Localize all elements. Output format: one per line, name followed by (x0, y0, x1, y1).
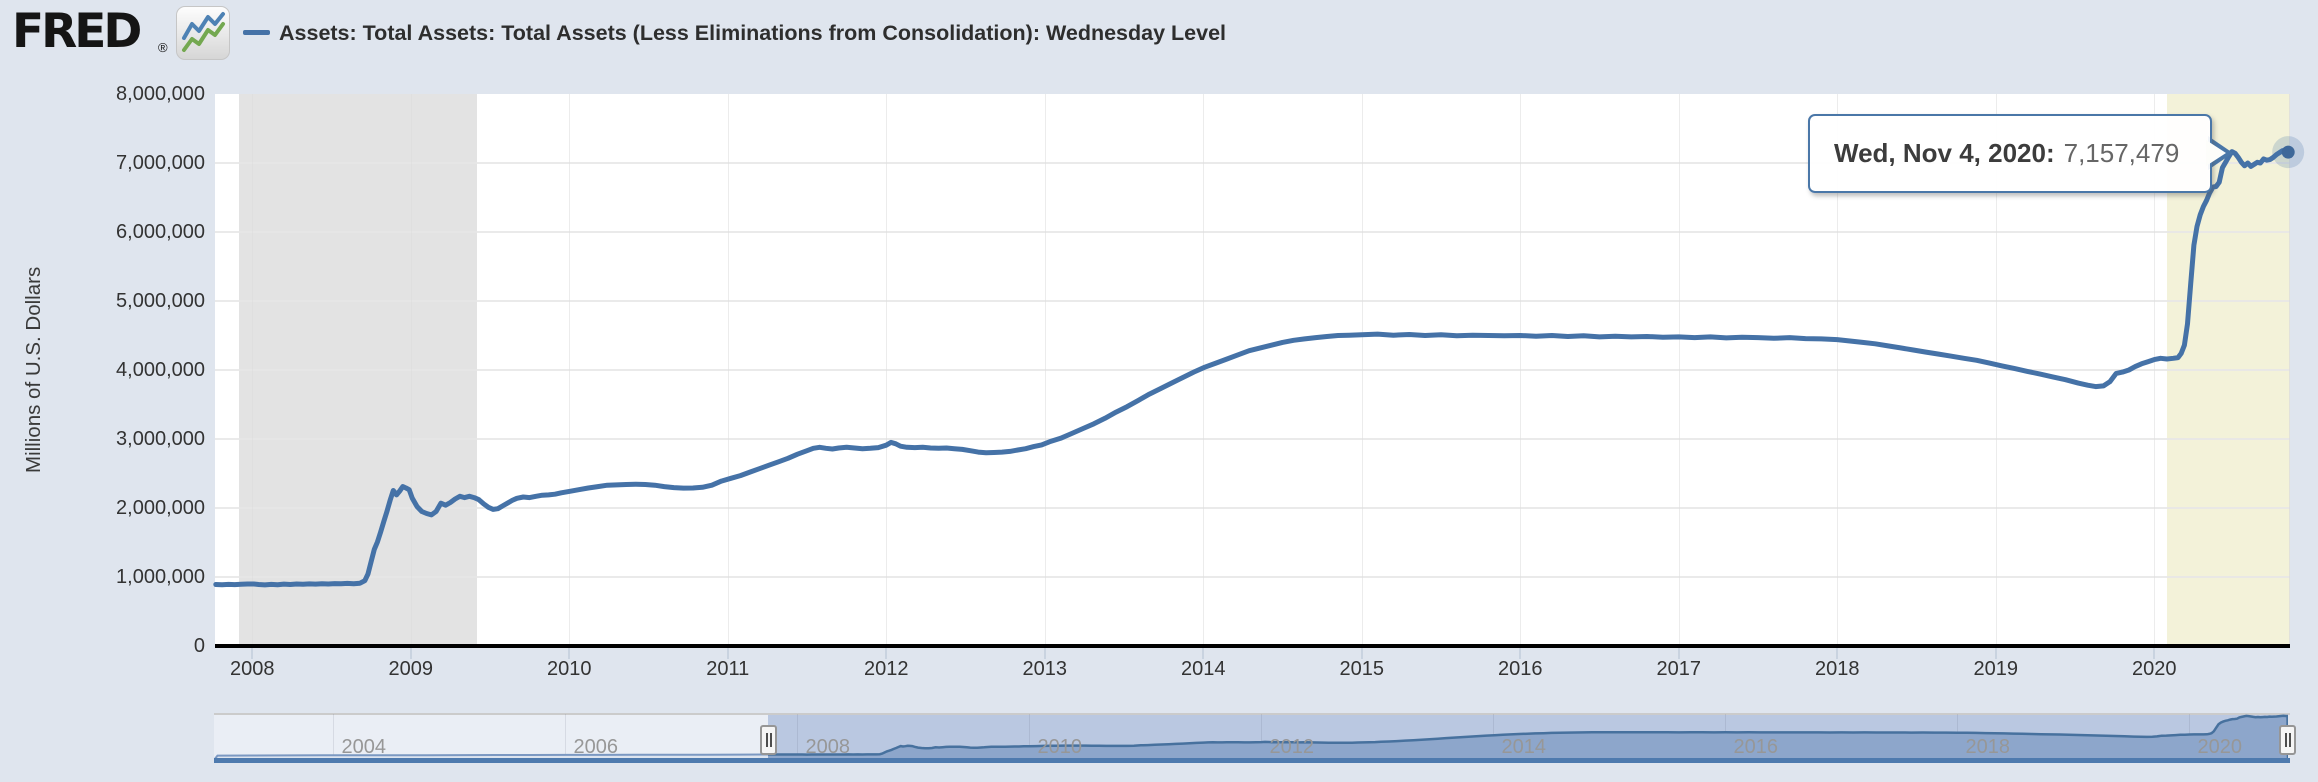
navigator-right-handle[interactable] (2279, 725, 2296, 755)
navigator-gridline (333, 714, 335, 760)
tooltip-callout-arrow-fill (2206, 140, 2226, 166)
x-axis-tick-label: 2012 (863, 658, 909, 680)
series-line[interactable] (213, 148, 2291, 588)
y-axis-tick-label: 6,000,000 (116, 221, 205, 243)
navigator-year-label: 2008 (805, 736, 850, 758)
gridline-horizontal (215, 162, 2290, 164)
fred-graph-icon (176, 6, 230, 60)
handle-grip-icon (2285, 733, 2287, 747)
navigator-year-label: 2010 (1037, 736, 1082, 758)
navigator-gridline (1029, 714, 1031, 760)
x-axis-tick (1043, 648, 1046, 659)
y-axis-tick-label: 0 (193, 635, 205, 657)
handle-grip-icon (766, 733, 768, 747)
x-axis-tick-label: 2014 (1180, 658, 1226, 680)
legend-line-swatch[interactable] (243, 30, 270, 35)
x-axis-tick (726, 648, 729, 659)
x-axis-tick (1519, 648, 1522, 659)
navigator-left-handle[interactable] (760, 725, 777, 755)
x-axis-tick (1677, 648, 1680, 659)
x-axis-tick-label: 2010 (546, 658, 592, 680)
navigator-year-label: 2020 (2197, 736, 2242, 758)
gridline-vertical (2154, 94, 2156, 644)
handle-grip-icon (770, 733, 772, 747)
marker-dot (2281, 145, 2295, 159)
navigator-baseline (214, 758, 2290, 763)
gridline-horizontal (215, 369, 2290, 371)
y-axis-tick-label: 5,000,000 (116, 290, 205, 312)
gridline-vertical (2289, 94, 2290, 644)
x-axis-tick-label: 2015 (1339, 658, 1384, 680)
navigator-year-label: 2014 (1501, 736, 1546, 758)
x-axis-tick-label: 2018 (1814, 658, 1860, 680)
gridline-horizontal (215, 438, 2290, 440)
navigator-year-label: 2016 (1733, 736, 1778, 758)
y-axis-tick-label: 4,000,000 (116, 359, 205, 381)
y-axis-tick-label: 7,000,000 (116, 152, 205, 174)
fred-logo[interactable]: FRED (12, 4, 142, 59)
gridline-horizontal (215, 507, 2290, 509)
gridline-vertical (1520, 94, 1522, 644)
y-axis-tick-label: 2,000,000 (116, 497, 205, 519)
fred-logo-registered-mark: ® (158, 40, 168, 55)
navigator-year-label: 2012 (1269, 736, 1314, 758)
gridline-horizontal (215, 300, 2290, 302)
navigator-gridline (797, 714, 799, 760)
x-axis-tick (251, 648, 254, 659)
gridline-vertical (1044, 94, 1046, 644)
x-axis-tick-label: 2011 (706, 658, 750, 680)
gridline-horizontal (215, 576, 2290, 578)
x-axis-tick-label: 2019 (1973, 658, 2018, 680)
gridline-vertical (252, 94, 254, 644)
x-axis-tick (568, 648, 571, 659)
x-axis-tick-label: 2020 (2131, 658, 2177, 680)
x-axis-tick-label: 2017 (1656, 658, 1701, 680)
x-axis-tick-label: 2013 (1022, 658, 1067, 680)
gridline-vertical (727, 94, 729, 644)
x-axis-tick (1360, 648, 1363, 659)
tooltip: Wed, Nov 4, 2020: 7,157,479 (1808, 114, 2212, 193)
gridline-vertical (1837, 94, 1839, 644)
gridline-vertical (1678, 94, 1680, 644)
navigator-gridline (565, 714, 567, 760)
x-axis-tick (2153, 648, 2156, 659)
navigator-gridline (1261, 714, 1263, 760)
gridline-vertical (569, 94, 571, 644)
navigator-year-label: 2006 (573, 736, 618, 758)
navigator-year-label: 2018 (1965, 736, 2010, 758)
navigator-unselected-track[interactable] (214, 715, 768, 760)
tooltip-date: Wed, Nov 4, 2020: (1834, 138, 2055, 168)
x-axis-tick-label: 2008 (229, 658, 275, 680)
gridline-vertical (1995, 94, 1997, 644)
x-axis-tick (409, 648, 412, 659)
y-axis-tick-label: 8,000,000 (116, 83, 205, 105)
navigator-top-border (214, 713, 2290, 715)
gridline-vertical (410, 94, 412, 644)
navigator-year-label: 2004 (341, 736, 386, 758)
x-axis-tick (1202, 648, 1205, 659)
x-axis-tick-label: 2016 (1497, 658, 1543, 680)
x-axis-tick-label: 2009 (388, 658, 433, 680)
series-title: Assets: Total Assets: Total Assets (Less… (279, 21, 1226, 45)
gridline-horizontal (215, 231, 2290, 233)
y-axis-tick-label: 1,000,000 (116, 566, 205, 588)
fred-graph-icon-svg (182, 12, 225, 52)
y-axis-tick-label: 3,000,000 (116, 428, 205, 450)
x-axis-line (215, 644, 2290, 648)
x-axis-tick (1836, 648, 1839, 659)
handle-grip-icon (2289, 733, 2291, 747)
navigator-area-selected (768, 714, 2288, 762)
x-axis-tick (1994, 648, 1997, 659)
gridline-vertical (886, 94, 888, 644)
gridline-vertical (1361, 94, 1363, 644)
tooltip-value: 7,157,479 (2063, 138, 2180, 168)
x-axis-tick (885, 648, 888, 659)
